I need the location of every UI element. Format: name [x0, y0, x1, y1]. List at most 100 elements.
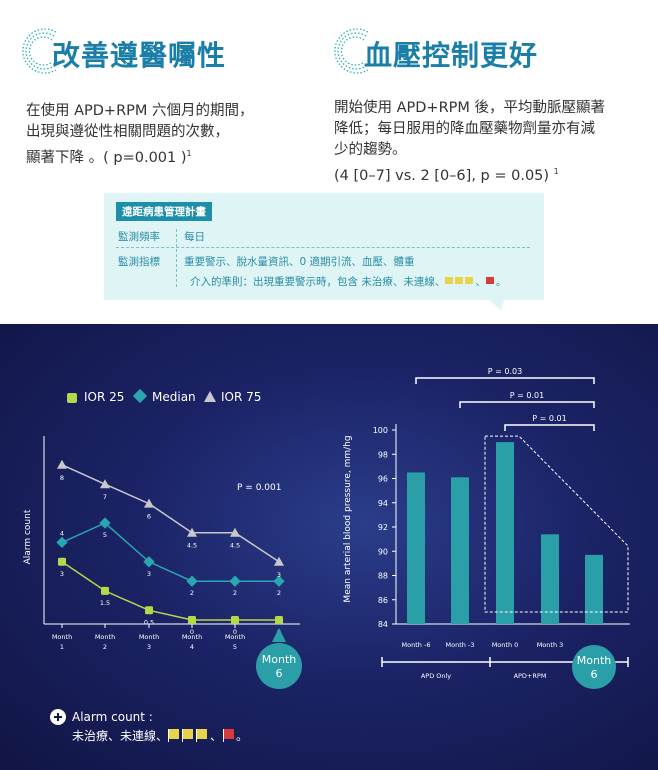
footer-red-flag-icon — [222, 728, 236, 745]
line-x-tick-label: Month — [139, 633, 159, 641]
yellow-flags-icon — [445, 276, 475, 289]
series-line-0 — [61, 561, 279, 621]
iqr25-point — [58, 557, 66, 566]
bar-y-tick-label: 92 — [378, 523, 388, 532]
right-description: 開始使用 APD+RPM 後，平均動脈壓顯著 降低；每日服用的降血壓藥物劑量亦有… — [334, 98, 652, 187]
bar-x-tick-label: Month -3 — [446, 641, 475, 649]
bar-y-label: Mean arterial blood pressure, mm/hg — [343, 435, 353, 602]
bar-highlight-label: 6 — [591, 668, 598, 681]
line-p-annotation: P = 0.001 — [237, 483, 281, 493]
left-description: 在使用 APD+RPM 六個月的期間， 出現與遵從性相關問題的次數， 顯著下降 … — [26, 101, 326, 169]
iqr75-point — [100, 479, 110, 489]
legend-iqr75-swatch — [204, 391, 216, 402]
panel-column-divider — [176, 229, 177, 287]
right-text-line-1: 開始使用 APD+RPM 後，平均動脈壓顯著 — [334, 100, 606, 116]
bar — [585, 554, 603, 624]
iqr25-point — [101, 586, 109, 595]
point-label: 4 — [60, 529, 64, 537]
iqr25-point — [275, 616, 283, 624]
median-point — [186, 575, 198, 587]
line-x-tick-label: 2 — [103, 643, 107, 651]
bar-highlight-bubble — [572, 645, 616, 689]
line-x-tick-label: 3 — [147, 643, 151, 651]
point-label: 4.5 — [187, 542, 197, 550]
iqr25-point — [231, 616, 239, 624]
line-x-tick-label: Month — [225, 633, 245, 641]
point-label: 6 — [147, 513, 151, 521]
right-title: 血壓控制更好 — [364, 39, 539, 72]
right-text-line-3: 少的趨勢。 — [334, 142, 407, 158]
line-x-tick-label: Month — [182, 633, 202, 641]
footer-sep: 、 — [210, 729, 223, 743]
footer-end: 。 — [236, 729, 249, 743]
right-text-line-2: 降低；每日服用的降血壓藥物劑量亦有減 — [334, 121, 595, 137]
line-y-label: Alarm count — [23, 509, 33, 564]
left-footnote-ref: 1 — [186, 149, 192, 158]
panel-tag: 遠距病患管理計畫 — [116, 202, 212, 221]
iqr75-point — [57, 459, 67, 469]
series-line-2 — [61, 464, 280, 563]
median-point — [229, 575, 241, 587]
point-label: 7 — [103, 493, 107, 501]
point-label: 2 — [233, 589, 237, 597]
iqr75-point — [144, 498, 154, 508]
circle-deco-left-icon — [22, 28, 57, 74]
footer-yellow-flags-icon — [168, 728, 210, 745]
bar-x-tick-label: Month 0 — [492, 641, 519, 649]
panel-pointer — [487, 298, 505, 310]
bar-y-tick-label: 94 — [378, 499, 388, 508]
criteria-end: 。 — [495, 276, 507, 288]
left-text-line-3: 顯著下降 。( p=0.001 ) — [26, 149, 187, 166]
map-bar-chart: Mean arterial blood pressure, mm/hg 84 86… — [343, 367, 630, 689]
iqr25-point — [145, 606, 153, 615]
iqr75-point — [230, 527, 240, 537]
left-text-line-1: 在使用 APD+RPM 六個月的期間， — [26, 103, 254, 119]
freq-value: 每日 — [184, 231, 205, 243]
legend-iqr25-label: IOR 25 — [84, 390, 125, 404]
bar — [496, 442, 514, 624]
criteria-sep: 、 — [475, 276, 486, 288]
p-bracket — [504, 424, 595, 431]
right-footnote-ref: 1 — [553, 167, 559, 176]
metric-value: 重要警示、脫水量資訊、0 適期引流、血壓、體重 — [184, 256, 415, 268]
legend-iqr25-swatch — [67, 393, 77, 403]
line-x-tick-label: 1 — [60, 643, 64, 651]
criteria-text: 介入的準則：出現重要警示時，包含 未治療、未連線、 、 。 — [190, 274, 506, 289]
group-label-rpm: APD+RPM — [514, 672, 547, 680]
point-label: 3 — [277, 571, 281, 579]
bar — [407, 472, 425, 624]
point-label: 0.5 — [144, 618, 154, 626]
bar-y-tick-label: 100 — [373, 426, 388, 435]
freq-label: 監測頻率 — [118, 231, 160, 243]
bar-y-tick-label: 86 — [378, 596, 388, 605]
bar-y-tick-label: 88 — [378, 572, 388, 581]
series-line-1 — [61, 522, 279, 582]
metric-label: 監測指標 — [118, 256, 160, 268]
p-bracket — [459, 401, 595, 408]
panel-divider — [116, 247, 530, 248]
line-highlight-label: 6 — [276, 667, 283, 680]
point-label: 3 — [147, 570, 151, 578]
bar-y-tick-label: 96 — [378, 475, 388, 484]
bar-highlight-label: Month — [577, 654, 612, 667]
group-label-apd: APD Only — [421, 672, 451, 680]
legend-median-label: Median — [152, 390, 196, 404]
bar-y-tick-label: 84 — [378, 620, 388, 629]
line-x-tick-label: Month — [52, 633, 72, 641]
iqr25-point — [188, 616, 196, 624]
criteria-label: 介入的準則：出現重要警示時，包含 未治療、未連線、 — [190, 276, 446, 288]
point-label: 2 — [277, 589, 281, 597]
point-label: 3 — [60, 570, 64, 578]
highlight-dashed-region — [484, 435, 629, 613]
iqr75-point — [274, 556, 284, 566]
bar-x-tick-label: Month 3 — [537, 641, 564, 649]
circle-deco-right-icon — [334, 28, 369, 74]
point-label: 2 — [190, 589, 194, 597]
p-bracket-label: P = 0.01 — [510, 391, 544, 400]
red-flag-icon — [485, 276, 496, 289]
footer-title: Alarm count : — [72, 710, 153, 724]
line-x-tick-label: 4 — [190, 643, 194, 651]
left-text-line-2: 出現與遵從性相關問題的次數， — [26, 124, 229, 140]
line-highlight-pointer — [272, 628, 286, 642]
bar-y-tick-label: 98 — [378, 450, 388, 459]
